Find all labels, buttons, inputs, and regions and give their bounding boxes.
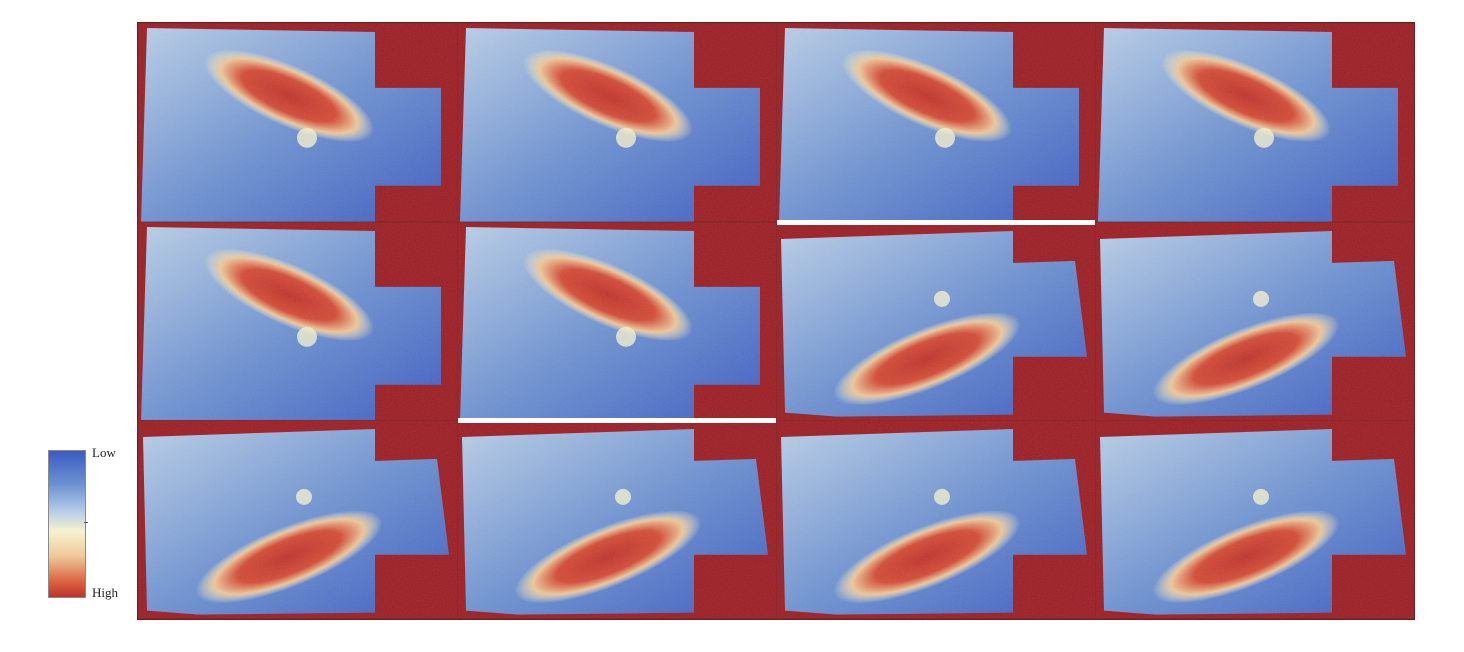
- heatmap-panel: [1096, 24, 1414, 222]
- heatmap-panel: [1096, 222, 1414, 421]
- heatmap-panel: [139, 24, 457, 222]
- heatmap-image: [139, 24, 457, 222]
- heatmap-panel: [458, 222, 776, 421]
- heatmap-panel: [458, 24, 776, 222]
- legend-high-label: High: [92, 585, 118, 600]
- heatmap-image: [1096, 222, 1414, 421]
- color-scale-legend: Low High: [48, 446, 138, 600]
- heatmap-image: [1096, 421, 1414, 619]
- heatmap-image: [458, 24, 776, 222]
- color-scale-bar: [48, 450, 86, 598]
- color-scale-mid-tick: [84, 522, 88, 523]
- heatmap-image: [777, 222, 1095, 421]
- heatmap-image: [777, 421, 1095, 619]
- heatmap-panel: [139, 222, 457, 421]
- heatmap-image: [458, 421, 776, 619]
- heatmap-panel: [458, 421, 776, 619]
- heatmap-panel-grid: [137, 22, 1415, 620]
- heatmap-image: [1096, 24, 1414, 222]
- heatmap-panel: [139, 421, 457, 619]
- panel-separator: [458, 418, 776, 424]
- heatmap-panel: [1096, 421, 1414, 619]
- legend-low-label: Low: [92, 445, 116, 460]
- heatmap-image: [139, 222, 457, 421]
- heatmap-image: [777, 24, 1095, 222]
- heatmap-image: [458, 222, 776, 421]
- panel-separator: [777, 219, 1095, 225]
- heatmap-panel: [777, 421, 1095, 619]
- heatmap-panel: [777, 24, 1095, 222]
- heatmap-panel: [777, 222, 1095, 421]
- heatmap-image: [139, 421, 457, 619]
